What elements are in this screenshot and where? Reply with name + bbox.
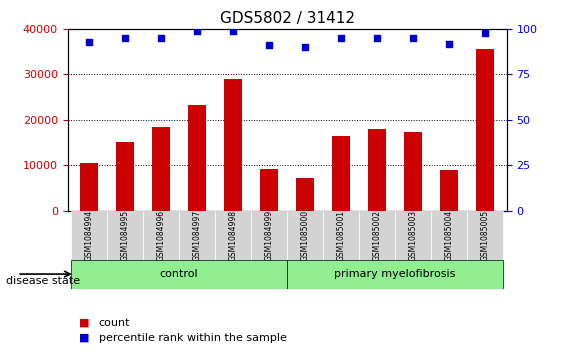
Text: GSM1085001: GSM1085001	[337, 209, 346, 261]
FancyBboxPatch shape	[395, 211, 431, 260]
Text: control: control	[160, 269, 198, 279]
Title: GDS5802 / 31412: GDS5802 / 31412	[220, 12, 355, 26]
Point	[409, 35, 418, 41]
Bar	[260, 169, 278, 211]
Text: GSM1085000: GSM1085000	[301, 209, 310, 261]
Point	[337, 35, 346, 41]
FancyBboxPatch shape	[287, 260, 503, 289]
Bar	[368, 129, 386, 211]
Bar	[296, 178, 314, 211]
Text: ■: ■	[79, 318, 90, 328]
Text: percentile rank within the sample: percentile rank within the sample	[99, 333, 287, 343]
Bar	[404, 132, 422, 211]
FancyBboxPatch shape	[359, 211, 395, 260]
Point	[193, 28, 202, 34]
FancyBboxPatch shape	[431, 211, 467, 260]
Text: count: count	[99, 318, 130, 328]
Bar	[116, 142, 134, 211]
FancyBboxPatch shape	[323, 211, 359, 260]
Text: GSM1084994: GSM1084994	[84, 209, 93, 261]
Point	[301, 44, 310, 50]
FancyBboxPatch shape	[71, 211, 107, 260]
Bar	[80, 163, 98, 211]
Text: GSM1084995: GSM1084995	[120, 209, 129, 261]
Point	[84, 39, 93, 45]
FancyBboxPatch shape	[251, 211, 287, 260]
FancyBboxPatch shape	[287, 211, 323, 260]
Text: GSM1084997: GSM1084997	[193, 209, 202, 261]
Point	[157, 35, 166, 41]
Bar	[224, 79, 242, 211]
FancyBboxPatch shape	[143, 211, 179, 260]
Bar	[440, 170, 458, 211]
Text: GSM1085002: GSM1085002	[373, 209, 382, 261]
Text: ■: ■	[79, 333, 90, 343]
Point	[481, 30, 490, 36]
Text: GSM1084999: GSM1084999	[265, 209, 274, 261]
Point	[373, 35, 382, 41]
Text: disease state: disease state	[6, 276, 80, 286]
Bar	[188, 105, 206, 211]
FancyBboxPatch shape	[179, 211, 215, 260]
Point	[445, 41, 454, 46]
Point	[229, 28, 238, 34]
Text: GSM1084996: GSM1084996	[157, 209, 166, 261]
Text: GSM1085003: GSM1085003	[409, 209, 418, 261]
FancyBboxPatch shape	[215, 211, 251, 260]
Point	[265, 42, 274, 48]
Bar	[476, 49, 494, 211]
Point	[120, 35, 129, 41]
Bar	[332, 136, 350, 211]
Text: GSM1085005: GSM1085005	[481, 209, 490, 261]
Text: GSM1084998: GSM1084998	[229, 209, 238, 261]
FancyBboxPatch shape	[107, 211, 143, 260]
Bar	[152, 127, 170, 211]
FancyBboxPatch shape	[467, 211, 503, 260]
Text: GSM1085004: GSM1085004	[445, 209, 454, 261]
Text: primary myelofibrosis: primary myelofibrosis	[334, 269, 456, 279]
FancyBboxPatch shape	[71, 260, 287, 289]
